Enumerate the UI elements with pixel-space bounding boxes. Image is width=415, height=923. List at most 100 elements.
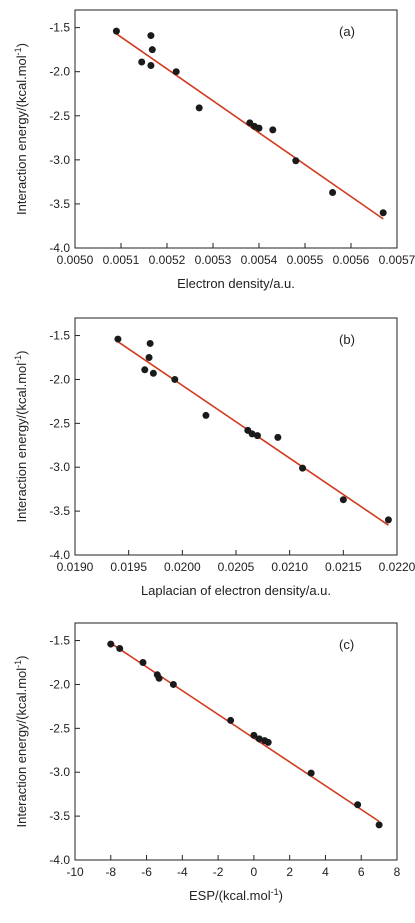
- data-point: [250, 731, 258, 739]
- x-tick-label: 6: [358, 865, 365, 879]
- x-tick-label: -2: [213, 865, 224, 879]
- data-point: [147, 62, 155, 70]
- y-tick-label: -2.5: [49, 109, 70, 123]
- y-tick-label: -2.0: [49, 372, 70, 386]
- fit-line: [115, 33, 384, 220]
- x-axis-title-sup: -1: [271, 887, 279, 897]
- data-point: [155, 674, 163, 682]
- data-point: [202, 411, 210, 419]
- x-ticks: 0.0050 0.0051 0.0052 0.0053 0.0054 0.0055 0.00…: [57, 243, 415, 267]
- data-point: [146, 339, 154, 347]
- x-tick-label: -6: [141, 865, 152, 879]
- y-axis-title-tail: ): [14, 43, 29, 47]
- data-point: [354, 801, 362, 809]
- y-axis-title: Interaction energy/(kcal.mol-1): [13, 350, 29, 522]
- x-tick-label: 0.0215: [325, 560, 362, 574]
- x-axis-title-main: ESP/(kcal.mol: [189, 888, 271, 903]
- data-point: [384, 516, 392, 524]
- data-point: [148, 46, 156, 54]
- x-tick-label: -10: [66, 865, 84, 879]
- data-point: [269, 126, 277, 134]
- data-point: [139, 659, 147, 666]
- y-tick-label: -2.5: [49, 416, 70, 430]
- x-tick-label: 0.0210: [271, 560, 308, 574]
- y-axis-title-tail: ): [14, 350, 29, 354]
- y-tick-label: -4.0: [49, 853, 70, 867]
- data-point: [255, 124, 263, 132]
- data-point: [195, 104, 203, 112]
- x-tick-label: 2: [286, 865, 293, 879]
- fit-line-group: [110, 642, 380, 823]
- y-tick-label: -4.0: [49, 548, 70, 562]
- y-tick-label: -2.5: [49, 721, 70, 735]
- data-point: [274, 433, 282, 441]
- panel-label: (c): [339, 637, 354, 652]
- x-tick-label: 0.0050: [57, 253, 94, 267]
- x-axis-title: Laplacian of electron density/a.u.: [141, 583, 331, 598]
- data-point: [147, 32, 155, 40]
- y-tick-label: -1.5: [49, 634, 70, 648]
- x-tick-label: 0.0057: [379, 253, 415, 267]
- x-ticks: -10 -8 -6 -4 -2 0 2 4 6 8: [66, 855, 401, 879]
- y-tick-label: -3.0: [49, 460, 70, 474]
- y-axis-title: Interaction energy/(kcal.mol-1): [13, 43, 29, 215]
- y-tick-label: -2.0: [49, 65, 70, 79]
- points-group: [107, 640, 383, 829]
- y-axis-title-main: Interaction energy/(kcal.mol: [14, 363, 29, 523]
- data-point: [114, 335, 122, 343]
- y-tick-label: -2.0: [49, 677, 70, 691]
- y-tick-label: -3.0: [49, 153, 70, 167]
- data-point: [307, 769, 315, 777]
- y-axis-title-sup: -1: [13, 660, 23, 668]
- x-tick-label: 0.0052: [149, 253, 186, 267]
- points-group: [112, 27, 387, 217]
- fit-line: [110, 642, 380, 823]
- x-tick-label: 0.0220: [379, 560, 415, 574]
- data-point: [171, 375, 179, 383]
- y-axis-title-main: Interaction energy/(kcal.mol: [14, 668, 29, 828]
- data-point: [264, 738, 272, 746]
- x-tick-label: 4: [322, 865, 329, 879]
- y-axis-title-sup: -1: [13, 355, 23, 363]
- data-point: [299, 464, 307, 472]
- data-point: [339, 496, 347, 504]
- y-tick-label: -3.5: [49, 504, 70, 518]
- x-axis-title: Electron density/a.u.: [177, 276, 295, 291]
- y-axis-title-tail: ): [14, 655, 29, 659]
- panel-c: -10 -8 -6 -4 -2 0 2 4 6 8 -1.5 -2.0 -2.5 -3.0 -3.5 -4.…: [13, 622, 401, 903]
- data-point: [329, 188, 337, 196]
- x-tick-label: 0.0056: [333, 253, 370, 267]
- data-point: [255, 735, 263, 743]
- data-point: [172, 68, 180, 76]
- x-tick-label: 0: [251, 865, 258, 879]
- y-tick-label: -3.0: [49, 765, 70, 779]
- x-tick-label: 0.0190: [57, 560, 94, 574]
- y-ticks: -1.5 -2.0 -2.5 -3.0 -3.5 -4.0: [49, 329, 80, 562]
- data-point: [375, 821, 383, 829]
- x-tick-label: -8: [105, 865, 116, 879]
- data-point: [107, 640, 115, 648]
- x-tick-label: 0.0195: [110, 560, 147, 574]
- data-point: [169, 680, 177, 688]
- y-ticks: -1.5 -2.0 -2.5 -3.0 -3.5 -4.0: [49, 634, 80, 867]
- data-point: [116, 644, 124, 652]
- plot-frame: [74, 317, 398, 556]
- x-axis-title-tail: ): [279, 888, 283, 903]
- data-point: [149, 369, 157, 377]
- fit-line-group: [115, 33, 384, 220]
- x-axis-title: ESP/(kcal.mol-1): [189, 887, 283, 903]
- x-tick-label: 0.0051: [103, 253, 140, 267]
- data-point: [227, 716, 235, 724]
- data-point: [141, 366, 149, 374]
- x-tick-label: 0.0200: [164, 560, 201, 574]
- y-tick-label: -1.5: [49, 21, 70, 35]
- y-axis-title-main: Interaction energy/(kcal.mol: [14, 55, 29, 215]
- data-point: [248, 430, 256, 438]
- x-ticks: 0.0190 0.0195 0.0200 0.0205 0.0210 0.0215 0.02…: [57, 550, 415, 574]
- data-point: [112, 27, 120, 35]
- panel-a: 0.0050 0.0051 0.0052 0.0053 0.0054 0.0055 0.00…: [13, 9, 415, 291]
- data-point: [145, 354, 153, 361]
- y-ticks: -1.5 -2.0 -2.5 -3.0 -3.5 -4.0: [49, 21, 80, 255]
- data-point: [379, 209, 387, 217]
